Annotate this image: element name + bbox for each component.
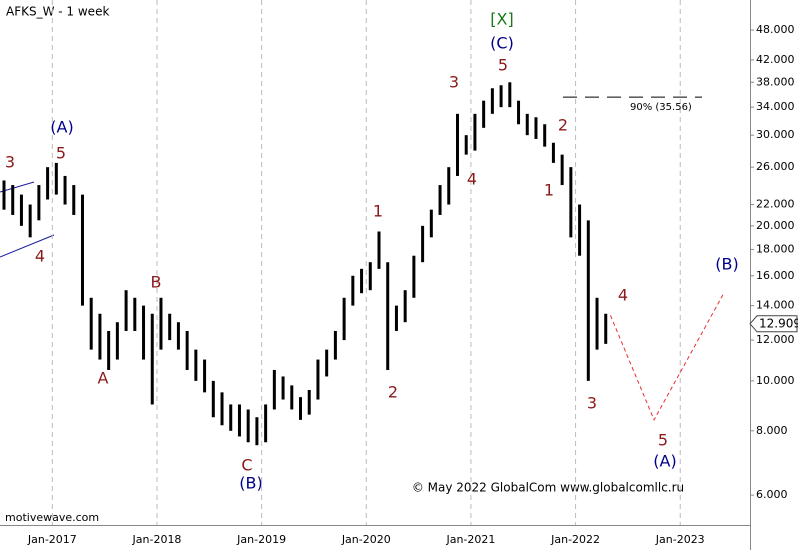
y-tick-label: 38.000	[756, 75, 795, 88]
x-tick-label: Jan-2019	[236, 533, 286, 546]
x-tick-label: Jan-2017	[27, 533, 77, 546]
wave-label: 1	[373, 202, 383, 221]
y-tick-label: 16.000	[756, 269, 795, 282]
wave-label: (C)	[490, 34, 514, 53]
x-tick-label: Jan-2023	[655, 533, 705, 546]
wave-label: 4	[618, 286, 628, 305]
trend-line	[0, 181, 35, 193]
wave-label: 2	[558, 116, 568, 135]
wave-label: 3	[587, 394, 597, 413]
y-tick-label: 34.000	[756, 100, 795, 113]
y-tick-label: 14.000	[756, 299, 795, 312]
wave-label: 4	[467, 170, 477, 189]
last-price-label: 12.909	[759, 316, 798, 330]
x-tick-label: Jan-2022	[550, 533, 600, 546]
wave-label: (A)	[653, 452, 676, 471]
wave-label: (B)	[239, 474, 262, 493]
y-tick-label: 22.000	[756, 198, 795, 211]
wave-label: 3	[5, 153, 15, 172]
trend-line	[0, 234, 55, 258]
y-tick-label: 8.000	[756, 424, 788, 437]
copyright: © May 2022 GlobalCom www.globalcomllc.ru	[412, 481, 684, 495]
y-tick-label: 10.000	[756, 374, 795, 387]
x-tick-label: Jan-2021	[445, 533, 495, 546]
x-tick-label: Jan-2020	[341, 533, 391, 546]
wave-label: 5	[498, 56, 508, 75]
y-tick-label: 18.000	[756, 242, 795, 255]
y-tick-label: 26.000	[756, 160, 795, 173]
projection-line	[610, 292, 725, 422]
y-tick-label: 12.000	[756, 333, 795, 346]
wave-label: (B)	[715, 255, 738, 274]
y-tick-label: 42.000	[756, 53, 795, 66]
y-tick-label: 20.000	[756, 219, 795, 232]
x-tick-label: Jan-2018	[132, 533, 182, 546]
y-tick-label: 48.000	[756, 23, 795, 36]
wave-label: C	[241, 456, 252, 475]
wave-label: B	[151, 273, 162, 292]
wave-label: 4	[35, 247, 45, 266]
chart-title: AFKS_W - 1 week	[6, 5, 109, 19]
wave-label: 2	[388, 383, 398, 402]
wave-label: 3	[449, 73, 459, 92]
wave-label: 1	[544, 181, 554, 200]
wave-label: 5	[658, 431, 668, 450]
y-tick-label: 30.000	[756, 128, 795, 141]
y-tick-label: 6.000	[756, 488, 788, 501]
last-price-box	[749, 315, 798, 333]
wave-label: (A)	[50, 118, 73, 137]
wave-label: [X]	[490, 10, 513, 29]
wave-label: A	[98, 369, 109, 388]
wave-label: 5	[56, 144, 66, 163]
retracement-label: 90% (35.56)	[630, 102, 692, 113]
